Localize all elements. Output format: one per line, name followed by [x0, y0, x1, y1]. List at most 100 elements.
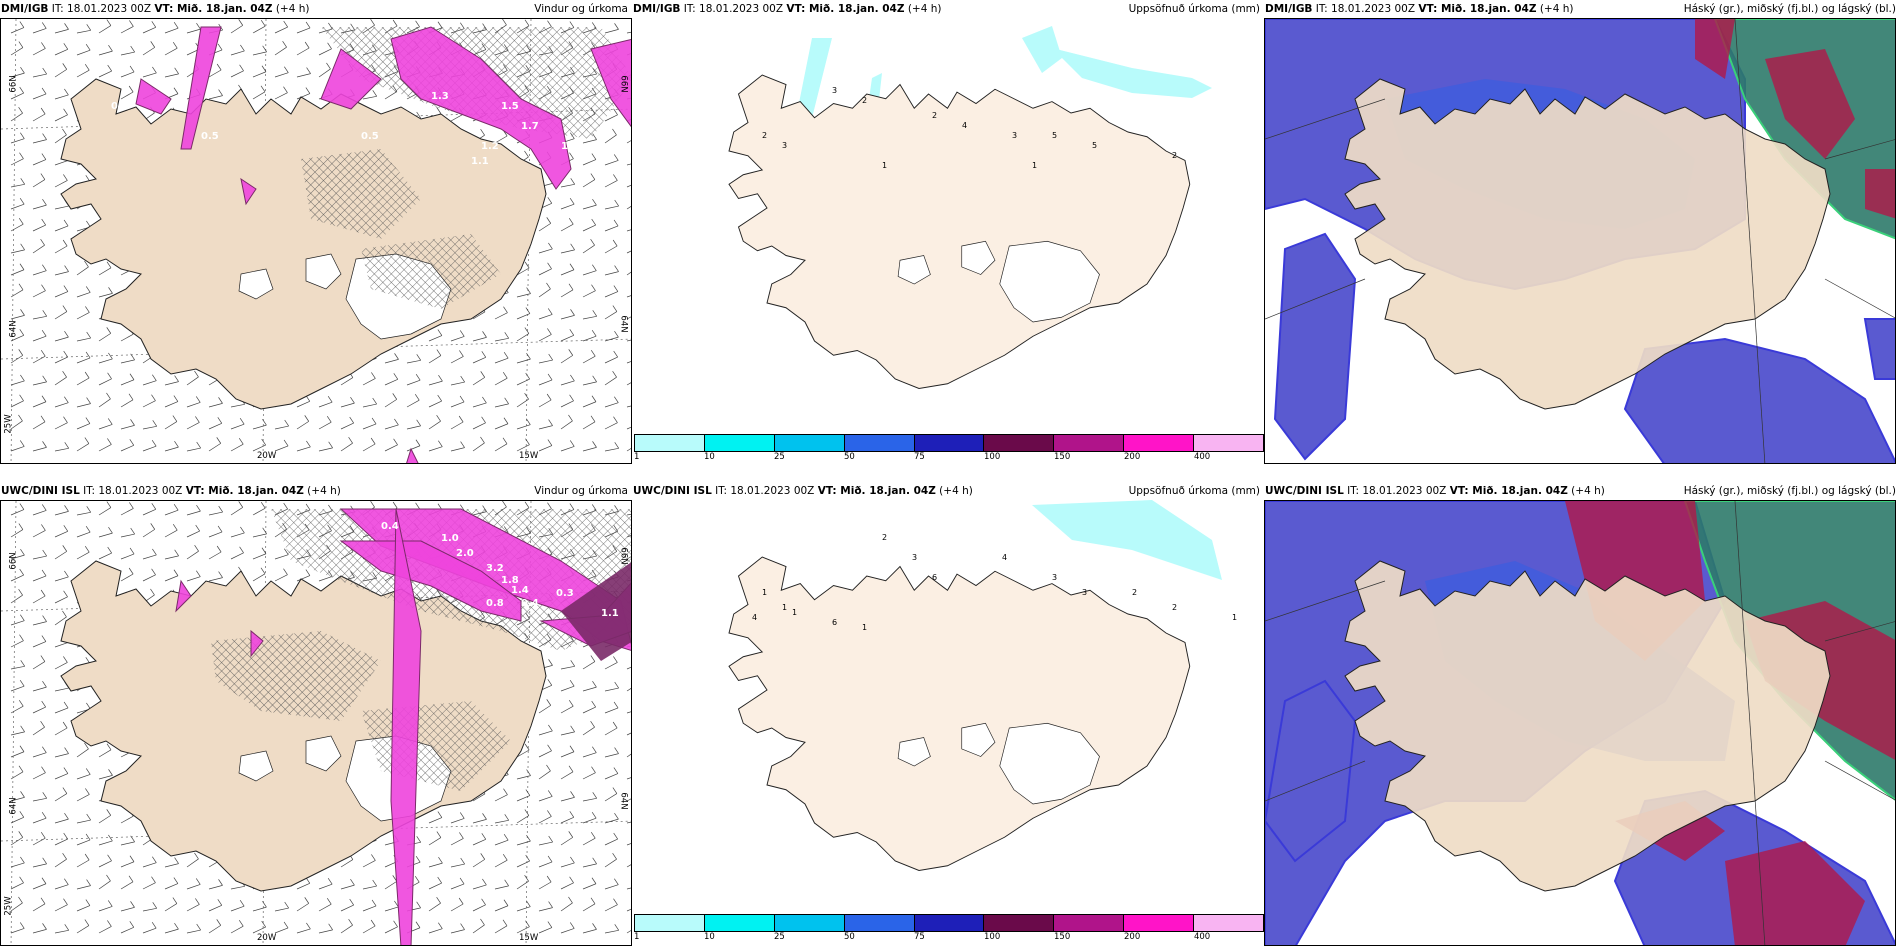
wind-barb-flag: [437, 329, 443, 336]
wind-barb-flag: [18, 106, 23, 114]
wind-barb-flag: [547, 855, 553, 863]
wind-barb: [10, 856, 25, 868]
lead-time: (+4 h): [1539, 3, 1574, 15]
wind-barb: [362, 372, 376, 386]
wind-barb-shaft: [32, 401, 47, 408]
wind-barb-flag: [218, 571, 223, 578]
wind-barb-shaft: [340, 924, 353, 934]
wind-barb: [472, 331, 487, 342]
wind-barb-flag: [20, 614, 25, 621]
wind-barb-shaft: [252, 91, 266, 100]
wind-barb: [98, 352, 113, 364]
wind-barb: [32, 375, 47, 386]
wind-barb-shaft: [10, 665, 25, 670]
wind-barb-flag: [570, 660, 576, 667]
colorbar-tick-label: 200: [1124, 932, 1141, 942]
wind-barb: [384, 920, 398, 934]
wind-barb-flag: [613, 285, 619, 292]
wind-barb-flag: [63, 219, 69, 227]
wind-barb-flag: [19, 86, 24, 94]
wind-barb-flag: [392, 393, 398, 400]
wind-barb-shaft: [10, 380, 25, 386]
wind-barb-shaft: [428, 420, 441, 430]
wind-barb-shaft: [164, 575, 179, 582]
map-area[interactable]: 0.3 0.5 1.3 1.5 1.9 1.2 1.1 1.7 0.5 66N 66N 64N …: [0, 18, 632, 464]
wind-barb: [516, 438, 530, 452]
lead-time: (+4 h): [275, 3, 310, 15]
wind-barb-flag: [240, 44, 245, 52]
wind-barb-shaft: [538, 268, 552, 276]
wind-barb: [54, 787, 68, 802]
wind-barb: [252, 85, 266, 100]
wind-barb: [516, 900, 531, 912]
wind-barb-shaft: [32, 837, 46, 846]
wind-barb: [560, 198, 575, 210]
wind-barb-flag: [437, 876, 442, 884]
wind-barb: [560, 680, 575, 692]
wind-barb: [32, 877, 47, 890]
precip-area-light: [1052, 48, 1212, 98]
wind-map-svg: 0.41.02.03.21.81.40.8 0.40.31.1: [1, 501, 631, 945]
wind-barb-flag: [416, 111, 421, 119]
wind-barb-flag: [569, 440, 575, 447]
wind-barb: [54, 330, 69, 342]
wind-barb-shaft: [494, 377, 508, 386]
map-area[interactable]: [1264, 500, 1896, 946]
wind-barb-shaft: [516, 815, 530, 824]
wind-barb-flag: [195, 396, 201, 403]
wind-barb: [32, 832, 46, 846]
precip-area-light: [1032, 500, 1222, 580]
wind-barb-flag: [19, 198, 25, 205]
wind-barb-shaft: [472, 819, 487, 824]
wind-barb: [54, 852, 67, 868]
wind-barb-flag: [306, 440, 311, 448]
wind-barb-shaft: [450, 447, 465, 452]
wind-barb-shaft: [98, 552, 112, 560]
wind-barb-shaft: [274, 927, 289, 934]
wind-barb-shaft: [10, 249, 25, 254]
wind-barb-flag: [503, 306, 508, 313]
precip-value-label: 1.8: [501, 575, 519, 586]
wind-barb: [32, 198, 47, 210]
wind-barb-shaft: [538, 379, 553, 386]
map-area[interactable]: [1264, 18, 1896, 464]
wind-barb-flag: [40, 720, 45, 728]
wind-barb-shaft: [76, 839, 91, 846]
wind-barb-shaft: [76, 748, 89, 758]
wind-barb: [120, 373, 135, 386]
wind-barb-shaft: [186, 550, 199, 560]
wind-barb-flag: [108, 526, 113, 534]
wind-barb: [54, 285, 69, 298]
wind-barb-shaft: [626, 205, 631, 210]
wind-barb-flag: [63, 590, 68, 598]
wind-barb: [32, 857, 47, 868]
wind-barb-shaft: [428, 380, 443, 386]
wind-barb-flag: [63, 285, 69, 292]
map-area[interactable]: 0.4 1.0 2.0 3.2 1.8 1.4 0.8 0.4 0.3 1.1 66N 66N 6…: [0, 500, 632, 946]
wind-barb-flag: [592, 746, 597, 753]
wind-barb: [208, 899, 223, 912]
wind-barb-flag: [62, 852, 67, 860]
wind-barb-flag: [547, 679, 553, 686]
wind-barb-flag: [372, 879, 377, 887]
wind-barb-flag: [592, 680, 597, 688]
wind-barb-flag: [460, 441, 465, 448]
wind-barb-flag: [19, 568, 24, 576]
wind-barb-shaft: [186, 376, 199, 386]
precip-value-label: 1.5: [501, 101, 519, 112]
wind-barb-shaft: [516, 906, 531, 912]
wind-barb: [76, 371, 90, 386]
wind-barb: [10, 414, 23, 430]
wind-barb: [428, 414, 441, 430]
wind-barb-flag: [262, 527, 267, 535]
wind-barb-shaft: [142, 445, 157, 452]
accum-value-label: 4: [752, 613, 757, 622]
wind-barb-flag: [152, 548, 157, 556]
wind-barb-shaft: [32, 883, 47, 890]
wind-barb-flag: [86, 702, 91, 710]
wind-barb-shaft: [10, 269, 25, 276]
wind-barb-shaft: [516, 424, 531, 430]
wind-barb-flag: [524, 743, 530, 751]
